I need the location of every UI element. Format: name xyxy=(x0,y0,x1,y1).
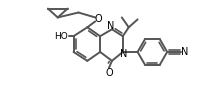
Text: O: O xyxy=(105,68,113,78)
Text: N: N xyxy=(120,49,127,59)
Text: N: N xyxy=(107,21,115,31)
Text: HO: HO xyxy=(54,32,68,41)
Text: O: O xyxy=(94,14,102,24)
Text: N: N xyxy=(181,47,189,57)
